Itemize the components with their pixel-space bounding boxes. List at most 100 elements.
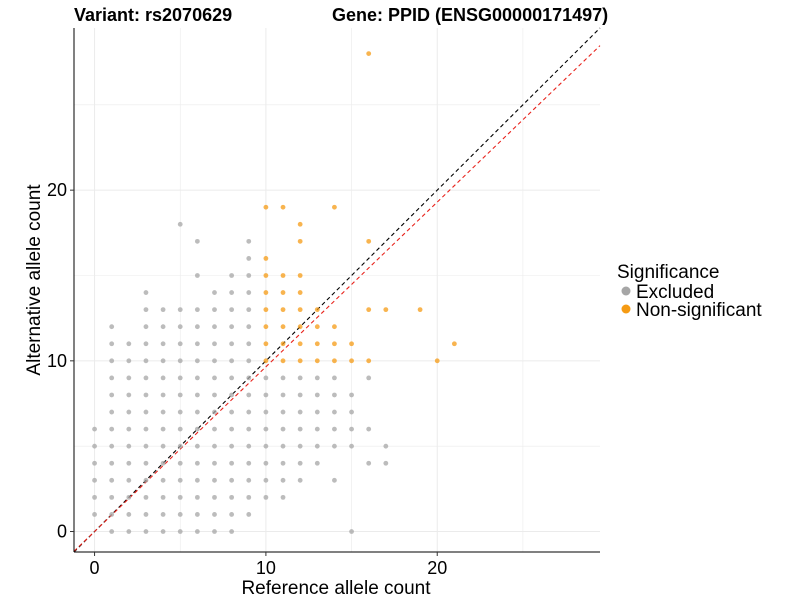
y-axis-title: Alternative allele count bbox=[24, 184, 45, 376]
reference-line-fit bbox=[73, 45, 601, 552]
point-excluded bbox=[143, 477, 149, 483]
point-non-significant bbox=[280, 324, 286, 330]
point-non-significant bbox=[280, 290, 286, 295]
point-excluded bbox=[263, 375, 269, 381]
point-excluded bbox=[160, 512, 166, 517]
point-excluded bbox=[109, 426, 115, 432]
point-excluded bbox=[126, 392, 132, 398]
point-excluded bbox=[160, 409, 166, 415]
point-non-significant bbox=[263, 307, 269, 313]
point-excluded bbox=[160, 460, 166, 466]
point-excluded bbox=[229, 512, 235, 517]
point-non-significant bbox=[366, 358, 372, 364]
point-excluded bbox=[109, 460, 115, 466]
point-excluded bbox=[143, 392, 149, 398]
point-excluded bbox=[92, 443, 97, 449]
point-non-significant bbox=[366, 51, 372, 57]
point-non-significant bbox=[314, 358, 320, 364]
x-axis-title: Reference allele count bbox=[241, 578, 431, 599]
point-excluded bbox=[177, 512, 183, 517]
point-excluded bbox=[194, 273, 200, 278]
point-excluded bbox=[212, 324, 217, 330]
point-excluded bbox=[314, 375, 320, 381]
y-tick-label: 10 bbox=[47, 351, 67, 371]
point-excluded bbox=[160, 324, 166, 330]
point-excluded bbox=[263, 494, 269, 500]
point-excluded bbox=[160, 307, 166, 313]
point-excluded bbox=[109, 409, 115, 415]
point-excluded bbox=[263, 477, 269, 483]
point-non-significant bbox=[263, 256, 269, 261]
point-excluded bbox=[92, 477, 97, 483]
point-non-significant bbox=[297, 238, 303, 244]
point-excluded bbox=[246, 477, 252, 483]
point-excluded bbox=[212, 477, 217, 483]
point-excluded bbox=[92, 512, 97, 517]
point-excluded bbox=[246, 443, 252, 449]
point-excluded bbox=[109, 341, 115, 347]
point-excluded bbox=[126, 494, 132, 500]
point-excluded bbox=[246, 494, 252, 500]
point-non-significant bbox=[383, 307, 389, 313]
point-excluded bbox=[160, 443, 166, 449]
point-excluded bbox=[314, 426, 320, 432]
point-excluded bbox=[212, 307, 217, 313]
point-excluded bbox=[366, 375, 372, 381]
point-excluded bbox=[246, 409, 252, 415]
point-excluded bbox=[177, 341, 183, 347]
point-excluded bbox=[246, 273, 252, 278]
point-non-significant bbox=[263, 358, 269, 364]
point-excluded bbox=[126, 426, 132, 432]
point-excluded bbox=[366, 426, 372, 432]
point-excluded bbox=[246, 460, 252, 466]
point-excluded bbox=[229, 341, 235, 347]
point-excluded bbox=[280, 443, 286, 449]
point-excluded bbox=[109, 477, 115, 483]
point-excluded bbox=[246, 512, 252, 517]
point-excluded bbox=[314, 409, 320, 415]
point-non-significant bbox=[314, 324, 320, 330]
point-non-significant bbox=[297, 307, 303, 313]
point-non-significant bbox=[280, 358, 286, 364]
point-excluded bbox=[212, 358, 217, 364]
point-excluded bbox=[177, 221, 183, 227]
point-excluded bbox=[263, 409, 269, 415]
point-excluded bbox=[212, 392, 217, 398]
point-excluded bbox=[177, 392, 183, 398]
point-excluded bbox=[212, 341, 217, 347]
point-excluded bbox=[280, 375, 286, 381]
y-tick-label: 20 bbox=[47, 180, 67, 200]
point-excluded bbox=[229, 477, 235, 483]
point-excluded bbox=[314, 460, 320, 466]
point-non-significant bbox=[451, 341, 457, 347]
point-excluded bbox=[246, 392, 252, 398]
point-non-significant bbox=[263, 341, 269, 347]
point-excluded bbox=[246, 341, 252, 347]
point-excluded bbox=[280, 494, 286, 500]
point-excluded bbox=[92, 494, 97, 500]
point-excluded bbox=[177, 443, 183, 449]
point-excluded bbox=[212, 460, 217, 466]
point-non-significant bbox=[263, 273, 269, 278]
reference-lines bbox=[73, 27, 601, 553]
point-excluded bbox=[332, 426, 337, 432]
x-tick-label: 20 bbox=[427, 558, 447, 578]
point-excluded bbox=[297, 443, 303, 449]
point-excluded bbox=[143, 341, 149, 347]
point-excluded bbox=[143, 460, 149, 466]
legend-swatch-non-significant bbox=[621, 304, 631, 314]
point-excluded bbox=[109, 443, 115, 449]
point-excluded bbox=[332, 392, 337, 398]
chart-title-variant: Variant: rs2070629 bbox=[74, 5, 232, 25]
point-excluded bbox=[143, 443, 149, 449]
point-excluded bbox=[194, 392, 200, 398]
point-excluded bbox=[297, 460, 303, 466]
point-excluded bbox=[177, 375, 183, 381]
point-non-significant bbox=[314, 307, 320, 313]
point-excluded bbox=[126, 409, 132, 415]
point-excluded bbox=[160, 375, 166, 381]
point-non-significant bbox=[332, 204, 337, 210]
point-excluded bbox=[263, 392, 269, 398]
point-non-significant bbox=[297, 273, 303, 278]
point-excluded bbox=[383, 443, 389, 449]
